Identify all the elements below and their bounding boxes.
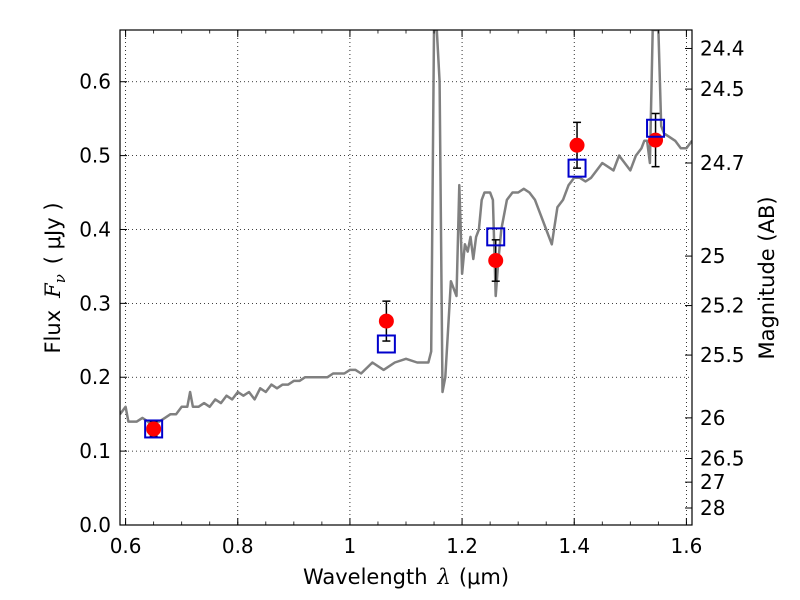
x-tick-label: 0.6	[110, 534, 142, 558]
tick-labels: 0.6 0.8 1 1.2 1.4 1.6 0.0 0.1 0.2 0.3 0.4 0.5 0.6 24.…	[79, 36, 744, 558]
model-square	[567, 158, 587, 178]
y2-tick-label: 26.5	[700, 447, 745, 471]
y-tick-label: 0.5	[79, 144, 111, 168]
observed-point	[569, 137, 585, 153]
y2-tick-label: 25	[700, 244, 725, 268]
x-tick-label: 1.2	[446, 534, 478, 558]
model-square	[646, 118, 666, 138]
spectrum-layer	[120, 30, 692, 427]
x-tick-label: 1	[344, 534, 357, 558]
y2-axis-title: Magnitude (AB)	[755, 196, 779, 359]
model-square	[144, 419, 164, 439]
y2-tick-label: 24.7	[700, 151, 745, 175]
marker-layer	[144, 112, 666, 439]
model-square	[376, 334, 396, 354]
y-tick-label: 0.1	[79, 439, 111, 463]
observed-point	[378, 313, 394, 329]
y2-tick-label: 25.2	[700, 294, 745, 318]
observed-point	[648, 132, 664, 148]
y-tick-label: 0.4	[79, 217, 111, 241]
y2-tick-label: 24.5	[700, 77, 745, 101]
y2-tick-label: 24.4	[700, 36, 745, 60]
tick-marks	[120, 30, 692, 526]
y-tick-label: 0.2	[79, 365, 111, 389]
y-axis-title: FluxFν( μJy )	[41, 202, 69, 353]
y2-tick-label: 28	[700, 496, 725, 520]
x-tick-label: 0.8	[222, 534, 254, 558]
observed-point	[146, 421, 162, 437]
y-tick-label: 0.6	[79, 70, 111, 94]
y2-tick-label: 25.5	[700, 343, 745, 367]
y2-tick-label: 26	[700, 406, 725, 430]
model-square	[486, 227, 506, 247]
x-tick-label: 1.6	[670, 534, 702, 558]
y-tick-label: 0.3	[79, 291, 111, 315]
spectrum-line	[120, 30, 692, 427]
y-tick-label: 0.0	[79, 513, 111, 537]
y2-tick-label: 27	[700, 470, 725, 494]
x-axis-title: Wavelength λ (μm)	[303, 565, 509, 589]
x-tick-label: 1.4	[558, 534, 590, 558]
observed-point	[488, 253, 504, 269]
